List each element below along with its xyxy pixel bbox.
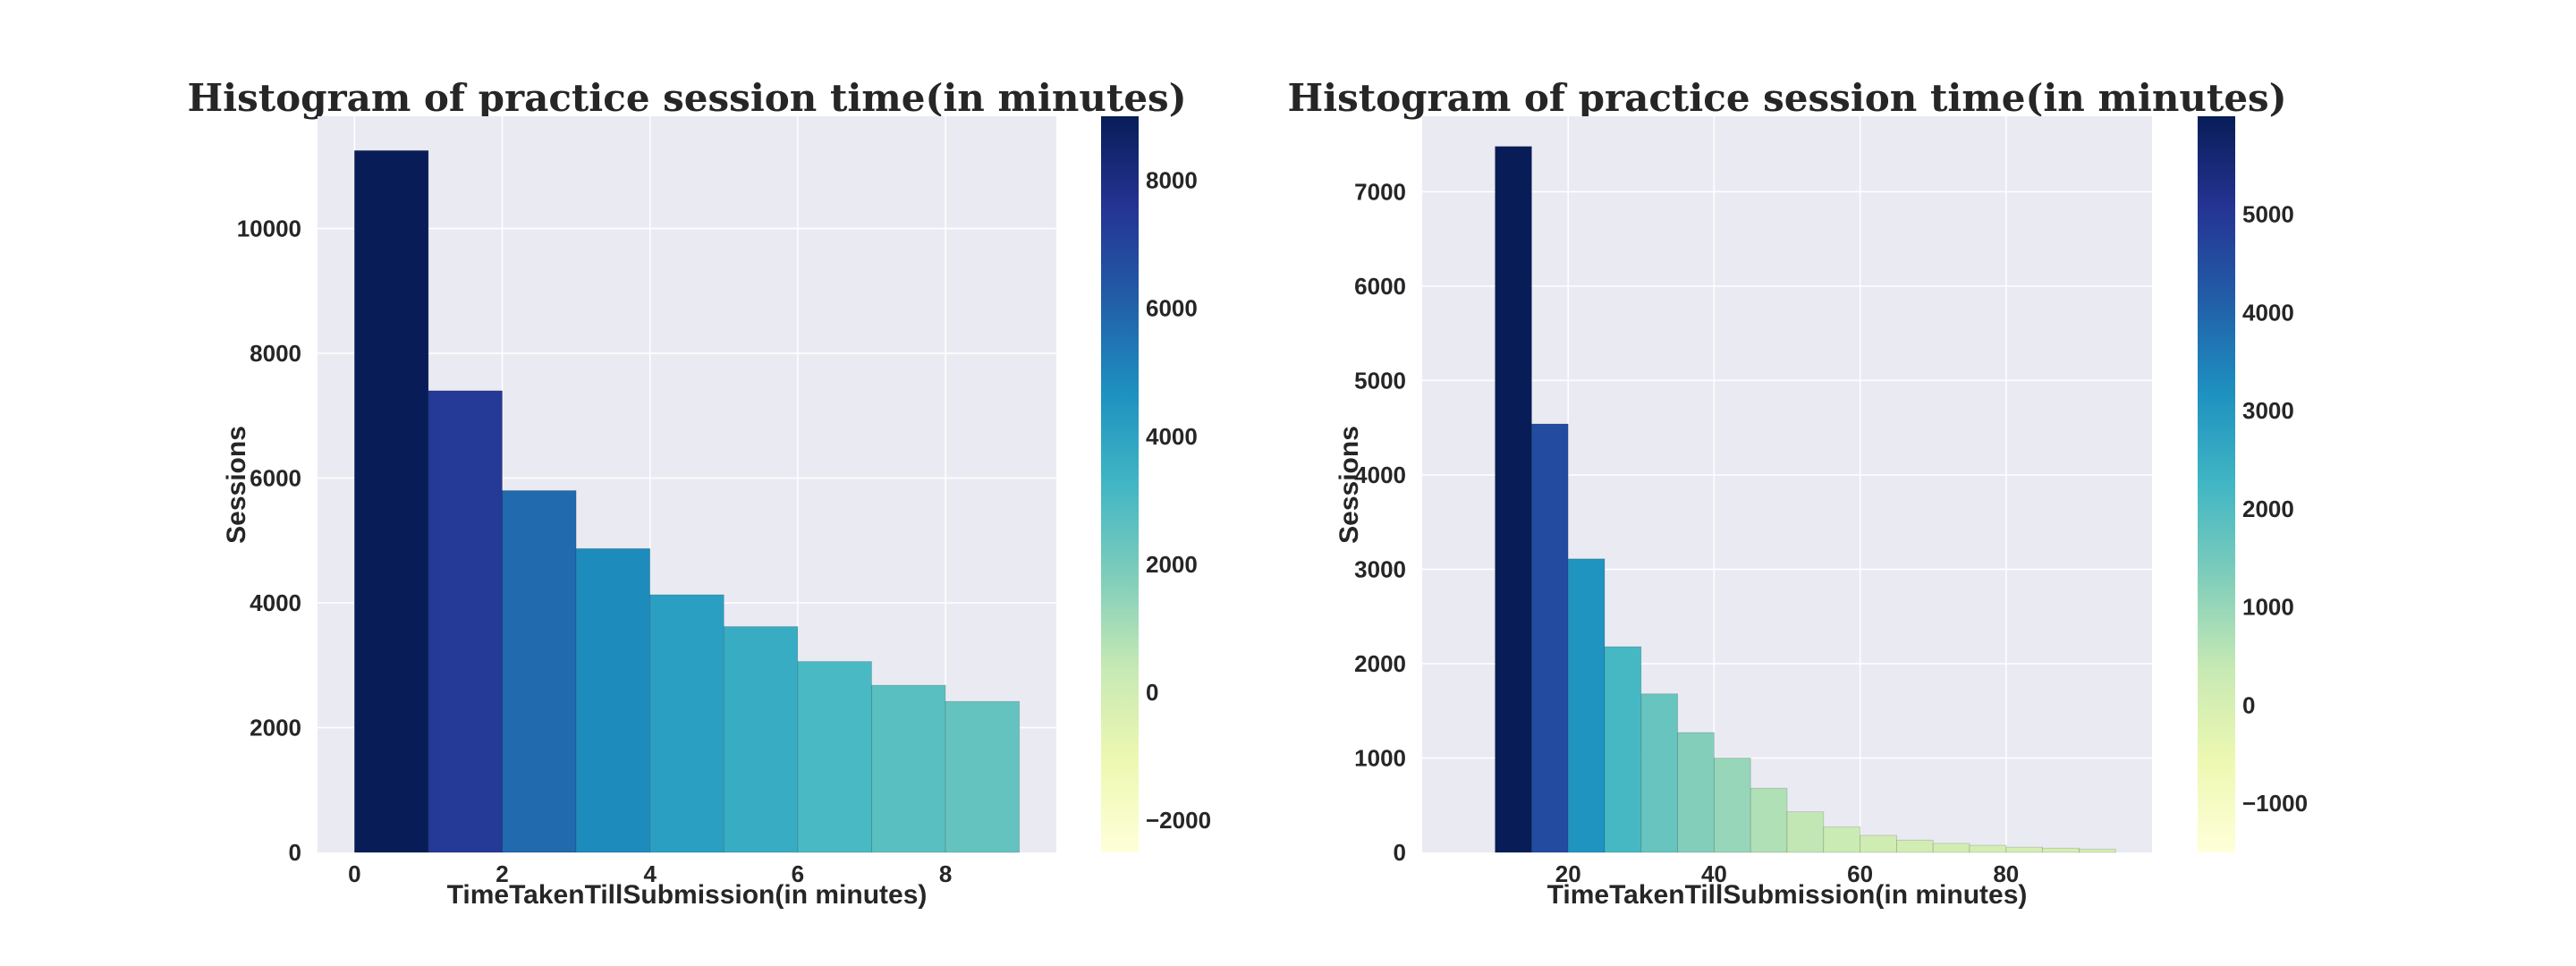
y-tick-labels: 0 1000 2000 3000 4000 5000 6000 7000	[1354, 178, 1406, 866]
histogram-bar	[649, 594, 724, 853]
histogram-bar	[2005, 846, 2044, 853]
y-tick-label: 4000	[1354, 462, 1406, 488]
colorbar-tick-label: 2000	[1146, 551, 1198, 578]
histogram-bar	[2042, 847, 2080, 853]
histogram-bar	[1932, 843, 1970, 853]
y-tick-label: 6000	[250, 465, 301, 492]
colorbar-tick-label: 4000	[1146, 423, 1198, 450]
colorbar-tick-label: 2000	[2242, 496, 2294, 522]
histogram-bar	[2078, 848, 2116, 853]
histogram-bar	[1714, 758, 1751, 853]
colorbar-tick-label: 0	[2242, 691, 2255, 718]
colorbar: −2000 0 2000 4000 6000 8000	[1101, 116, 1211, 852]
y-tick-label: 0	[1394, 839, 1406, 866]
histogram-bar	[353, 149, 429, 853]
histogram-bar	[502, 490, 577, 853]
histogram-bar	[1640, 693, 1679, 853]
histogram-bar	[1677, 732, 1715, 853]
histogram-bar	[797, 661, 872, 853]
x-tick-labels: 20 40 60 80	[1555, 860, 2020, 887]
colorbar-tick-label: 8000	[1146, 167, 1198, 194]
x-axis-label: TimeTakenTillSubmission(in minutes)	[447, 880, 928, 910]
x-tick-label: 8	[939, 860, 952, 887]
y-axis-label: Sessions	[222, 426, 251, 544]
y-tick-labels: 0 2000 4000 6000 8000 10000	[237, 216, 301, 866]
colorbar-tick-label: −1000	[2242, 790, 2308, 817]
histogram-bar	[1495, 146, 1532, 853]
x-tick-label: 20	[1555, 860, 1581, 887]
y-axis-label: Sessions	[1335, 426, 1364, 544]
colorbar-tick-labels: −1000 0 1000 2000 3000 4000 5000	[2242, 201, 2308, 817]
chart-title: Histogram of practice session time(in mi…	[187, 76, 1186, 120]
colorbar-tick-labels: −2000 0 2000 4000 6000 8000	[1146, 167, 1211, 835]
y-tick-label: 7000	[1354, 178, 1406, 205]
colorbar-tick-label: 4000	[2242, 299, 2294, 326]
x-tick-label: 6	[792, 860, 804, 887]
colorbar-gradient	[1101, 116, 1139, 852]
x-tick-label: 4	[643, 860, 657, 887]
histogram-bar	[1604, 646, 1642, 853]
histogram-right: Histogram of practice session time(in mi…	[1287, 76, 2308, 910]
colorbar-tick-label: 6000	[1146, 295, 1198, 322]
x-tick-label: 40	[1701, 860, 1727, 887]
histogram-bar	[945, 700, 1021, 853]
colorbar-tick-label: −2000	[1146, 807, 1211, 834]
y-tick-label: 4000	[250, 589, 301, 616]
histogram-bar	[723, 626, 799, 853]
x-tick-label: 80	[1993, 860, 2019, 887]
y-tick-label: 8000	[250, 340, 301, 367]
histogram-bar	[1531, 423, 1569, 853]
colorbar-tick-label: 3000	[2242, 397, 2294, 424]
bars	[1495, 146, 2116, 853]
bars	[353, 149, 1021, 853]
y-tick-label: 1000	[1354, 744, 1406, 771]
chart-title: Histogram of practice session time(in mi…	[1287, 76, 2286, 120]
y-tick-label: 0	[289, 839, 301, 866]
histogram-bar	[1750, 787, 1788, 853]
colorbar-tick-label: 0	[1146, 679, 1158, 706]
x-tick-label: 2	[496, 860, 508, 887]
colorbar: −1000 0 1000 2000 3000 4000 5000	[2198, 116, 2308, 852]
histogram-left: Histogram of practice session time(in mi…	[187, 76, 1211, 910]
histogram-bar	[871, 684, 946, 853]
histogram-bar	[428, 390, 503, 853]
histogram-bar	[1786, 811, 1825, 853]
histogram-bar	[575, 547, 651, 853]
y-tick-label: 5000	[1354, 367, 1406, 394]
histogram-bar	[1895, 839, 1934, 853]
colorbar-tick-label: 5000	[2242, 201, 2294, 228]
histogram-bar	[1969, 844, 2007, 853]
histogram-bar	[1823, 826, 1861, 853]
y-tick-label: 10000	[237, 216, 301, 242]
x-tick-labels: 0 2 4 6 8	[348, 860, 952, 887]
y-tick-label: 2000	[1354, 650, 1406, 677]
x-axis-label: TimeTakenTillSubmission(in minutes)	[1547, 880, 2028, 910]
y-tick-label: 6000	[1354, 273, 1406, 300]
histogram-bar	[1860, 835, 1897, 853]
colorbar-tick-label: 1000	[2242, 594, 2294, 621]
colorbar-gradient	[2198, 116, 2235, 852]
histogram-bar	[1567, 558, 1606, 853]
x-tick-label: 60	[1847, 860, 1873, 887]
y-tick-label: 2000	[250, 715, 301, 741]
x-tick-label: 0	[348, 860, 360, 887]
y-tick-label: 3000	[1354, 555, 1406, 582]
